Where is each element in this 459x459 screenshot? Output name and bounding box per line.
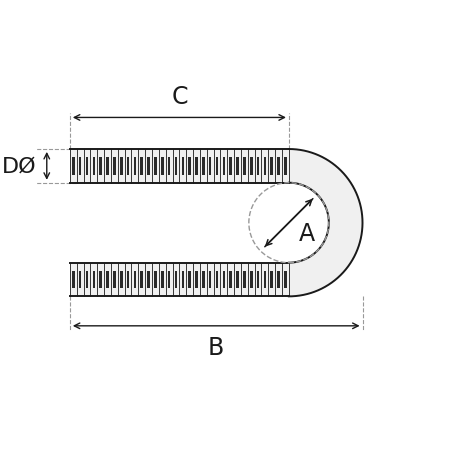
Bar <box>242 271 245 289</box>
Bar <box>92 271 95 289</box>
Bar <box>270 271 273 289</box>
Bar <box>236 271 238 289</box>
Bar <box>72 158 74 175</box>
Bar <box>195 158 197 175</box>
Bar <box>256 271 259 289</box>
Bar <box>256 158 259 175</box>
Bar <box>195 271 197 289</box>
Bar <box>284 158 286 175</box>
Bar <box>133 158 136 175</box>
Text: A: A <box>298 221 314 245</box>
Bar <box>188 158 190 175</box>
Text: DØ: DØ <box>2 157 36 176</box>
Bar <box>140 158 143 175</box>
Bar <box>181 271 184 289</box>
Bar <box>277 271 279 289</box>
Bar <box>127 158 129 175</box>
Bar <box>284 271 286 289</box>
Bar <box>236 158 238 175</box>
Bar <box>161 158 163 175</box>
Bar <box>202 158 204 175</box>
Bar <box>174 158 177 175</box>
Bar <box>70 263 288 297</box>
Bar <box>113 158 116 175</box>
Bar <box>270 158 273 175</box>
Bar <box>92 158 95 175</box>
Bar <box>99 158 102 175</box>
Bar <box>70 150 288 183</box>
Bar <box>215 271 218 289</box>
Text: B: B <box>207 336 224 359</box>
Bar <box>133 271 136 289</box>
Bar <box>229 271 231 289</box>
Bar <box>79 158 81 175</box>
Bar <box>181 158 184 175</box>
Bar <box>249 158 252 175</box>
Text: C: C <box>171 85 187 109</box>
Bar <box>85 158 88 175</box>
Bar <box>106 158 109 175</box>
Bar <box>263 158 266 175</box>
Bar <box>174 271 177 289</box>
Bar <box>147 158 150 175</box>
Bar <box>277 158 279 175</box>
Bar <box>85 271 88 289</box>
Bar <box>202 271 204 289</box>
Bar <box>208 271 211 289</box>
Bar <box>147 271 150 289</box>
Bar <box>222 271 224 289</box>
Bar <box>168 158 170 175</box>
Bar <box>127 271 129 289</box>
Bar <box>154 271 157 289</box>
Bar <box>113 271 116 289</box>
Bar <box>79 271 81 289</box>
Bar <box>168 271 170 289</box>
Bar <box>215 158 218 175</box>
Bar <box>188 271 190 289</box>
Bar <box>99 271 102 289</box>
Bar <box>161 271 163 289</box>
Bar <box>120 158 122 175</box>
Bar <box>249 271 252 289</box>
Bar <box>222 158 224 175</box>
Bar <box>229 158 231 175</box>
Bar <box>106 271 109 289</box>
Bar <box>154 158 157 175</box>
Polygon shape <box>288 150 362 297</box>
Bar <box>208 158 211 175</box>
Bar <box>263 271 266 289</box>
Bar <box>72 271 74 289</box>
Bar <box>120 271 122 289</box>
Bar <box>140 271 143 289</box>
Bar <box>242 158 245 175</box>
